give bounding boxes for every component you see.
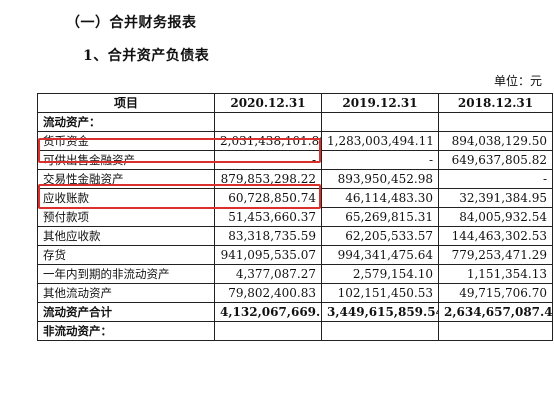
cell-2018: 2,634,657,087.46	[438, 302, 553, 322]
cell-2018: -	[438, 169, 553, 189]
row-label: 可供出售金融资产	[37, 150, 215, 170]
cell-2020	[214, 321, 322, 341]
table-row: 可供出售金融资产 - -649,637,805.82	[37, 150, 553, 170]
cell-2019: 46,114,483.30	[321, 188, 439, 208]
row-label: 应收账款	[37, 188, 215, 208]
row-label: 流动资产合计	[37, 302, 215, 322]
row-label: 非流动资产：	[37, 321, 215, 341]
section-heading: （一）合并财务报表	[66, 15, 197, 31]
row-label: 交易性金融资产	[37, 169, 215, 189]
cell-2018: 1,151,354.13	[438, 264, 553, 284]
table-title: 1、合并资产负债表	[83, 48, 210, 64]
cell-2019	[321, 112, 439, 132]
row-label: 预付款项	[37, 207, 215, 227]
cell-2020: 4,377,087.27	[214, 264, 322, 284]
header-2020: 2020.12.31	[214, 93, 322, 113]
cell-2020: 4,132,067,669.97	[214, 302, 322, 322]
cell-2018: 32,391,384.95	[438, 188, 553, 208]
cell-2018: 84,005,932.54	[438, 207, 553, 227]
row-label: 货币资金	[37, 131, 215, 151]
cell-2020: 941,095,535.07	[214, 245, 322, 265]
balance-sheet-table: 项目 2020.12.31 2019.12.31 2018.12.31 流动资产…	[37, 93, 553, 341]
table-row: 流动资产合计4,132,067,669.973,449,615,859.542,…	[37, 302, 553, 322]
cell-2020: 83,318,735.59	[214, 226, 322, 246]
table-row: 流动资产：	[37, 112, 553, 132]
cell-2019: 62,205,533.57	[321, 226, 439, 246]
row-label: 流动资产：	[37, 112, 215, 132]
cell-2019: 65,269,815.31	[321, 207, 439, 227]
cell-2018	[438, 112, 553, 132]
row-label: 其他流动资产	[37, 283, 215, 303]
cell-2019: 994,341,475.64	[321, 245, 439, 265]
cell-2018: 144,463,302.53	[438, 226, 553, 246]
cell-2019: 3,449,615,859.54	[321, 302, 439, 322]
cell-2020: -	[214, 150, 322, 170]
cell-2020: 51,453,660.37	[214, 207, 322, 227]
cell-2018	[438, 321, 553, 341]
cell-2018: 49,715,706.70	[438, 283, 553, 303]
cell-2019	[321, 321, 439, 341]
cell-2019: 893,950,452.98	[321, 169, 439, 189]
cell-2020: 879,853,298.22	[214, 169, 322, 189]
table-row: 交易性金融资产 879,853,298.22 893,950,452.98-	[37, 169, 553, 189]
row-label: 其他应收款	[37, 226, 215, 246]
cell-2019: 102,151,450.53	[321, 283, 439, 303]
cell-2019: 2,579,154.10	[321, 264, 439, 284]
table-row: 非流动资产：	[37, 321, 553, 341]
header-item: 项目	[37, 93, 215, 113]
table-row: 存货 941,095,535.07 994,341,475.64 779,253,47…	[37, 245, 553, 265]
cell-2020: 2,031,438,101.88	[214, 131, 322, 151]
cell-2019: 1,283,003,494.11	[321, 131, 439, 151]
cell-2018: 779,253,471.29	[438, 245, 553, 265]
table-row: 其他流动资产 79,802,400.83 102,151,450.53 49,715,…	[37, 283, 553, 303]
cell-2018: 649,637,805.82	[438, 150, 553, 170]
table-row: 其他应收款 83,318,735.59 62,205,533.57 144,463,3…	[37, 226, 553, 246]
table-row: 应收账款 60,728,850.74 46,114,483.30 32,391,384…	[37, 188, 553, 208]
table-row: 货币资金 2,031,438,101.88 1,283,003,494.11 894,…	[37, 131, 553, 151]
row-label: 一年内到期的非流动资产	[37, 264, 215, 284]
table-header-row: 项目 2020.12.31 2019.12.31 2018.12.31	[37, 93, 553, 113]
table-row: 预付款项 51,453,660.37 65,269,815.31 84,005,932…	[37, 207, 553, 227]
cell-2019: -	[321, 150, 439, 170]
header-2018: 2018.12.31	[438, 93, 553, 113]
table-row: 一年内到期的非流动资产 4,377,087.27 2,579,154.10 1,151…	[37, 264, 553, 284]
unit-label: 单位：元	[493, 74, 542, 88]
header-2019: 2019.12.31	[321, 93, 439, 113]
cell-2018: 894,038,129.50	[438, 131, 553, 151]
cell-2020	[214, 112, 322, 132]
row-label: 存货	[37, 245, 215, 265]
cell-2020: 60,728,850.74	[214, 188, 322, 208]
cell-2020: 79,802,400.83	[214, 283, 322, 303]
